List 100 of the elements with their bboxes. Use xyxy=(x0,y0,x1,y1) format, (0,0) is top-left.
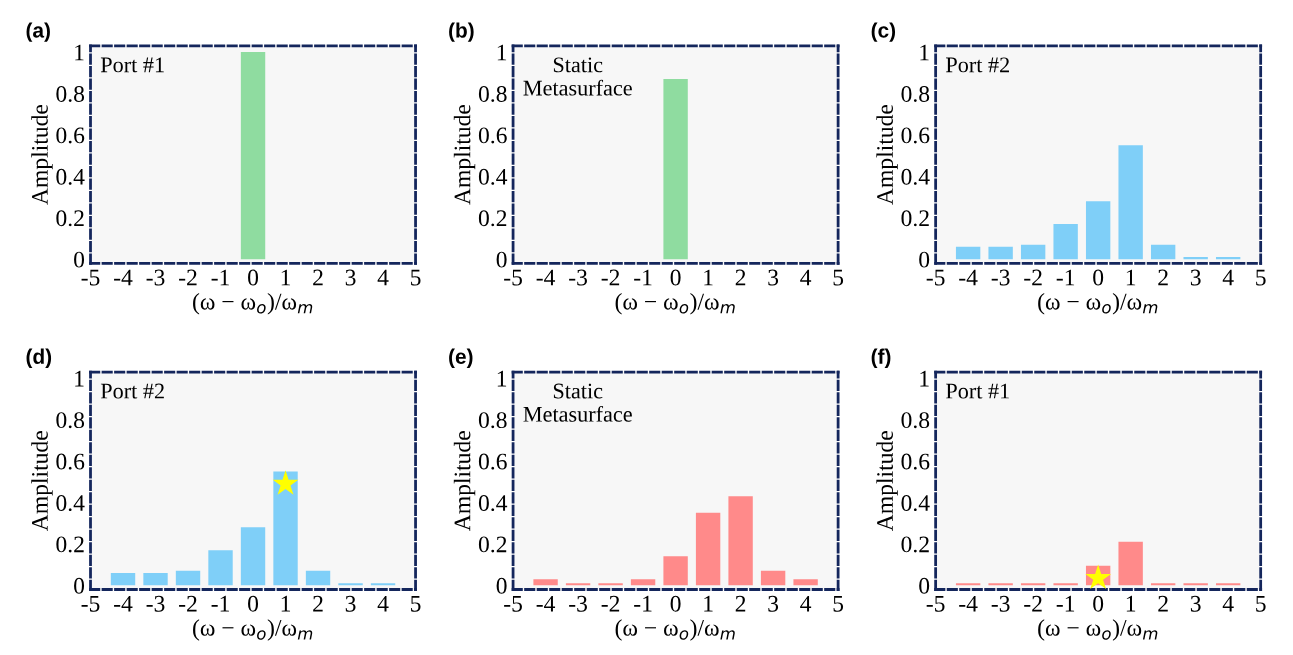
x-tick-label: 2 xyxy=(735,595,746,612)
x-tick-label: -4 xyxy=(959,595,978,612)
x-tick-label: 5 xyxy=(833,595,844,612)
x-tick-label: 2 xyxy=(1158,269,1168,286)
y-tick-label: 1 xyxy=(497,44,507,61)
bar xyxy=(1183,583,1208,586)
y-tick-label: 0.8 xyxy=(901,85,930,103)
x-tick-label: -1 xyxy=(1056,595,1075,612)
bar xyxy=(988,246,1013,260)
x-tick-label: -2 xyxy=(1024,595,1042,612)
y-axis-title: Amplitude xyxy=(31,104,53,205)
x-tick-label: 2 xyxy=(313,269,323,286)
y-tick-label: 0.6 xyxy=(56,127,85,144)
x-tick-label: 5 xyxy=(411,269,421,286)
bar xyxy=(793,579,818,586)
x-tick-label: -3 xyxy=(991,269,1010,286)
y-tick-label: 1 xyxy=(75,44,84,61)
x-tick-label: -4 xyxy=(114,595,133,612)
x-tick-label: -5 xyxy=(504,595,522,612)
annotation: Port #2 xyxy=(100,383,164,399)
chart-title: (b) xyxy=(449,22,474,42)
x-tick-label: 1 xyxy=(1126,595,1136,612)
y-tick-label: 0.2 xyxy=(901,210,929,227)
chart-title: (a) xyxy=(26,22,50,42)
bar xyxy=(598,583,623,586)
bar xyxy=(1020,583,1046,586)
bar xyxy=(1215,583,1241,586)
bar xyxy=(988,583,1013,586)
bar xyxy=(663,556,688,586)
x-tick-label: 2 xyxy=(735,269,746,286)
x-tick-label: -2 xyxy=(1024,269,1042,286)
y-tick-label: 0.8 xyxy=(56,412,85,429)
y-tick-label: 0 xyxy=(919,251,930,268)
bar xyxy=(1020,244,1046,260)
x-tick-label: 1 xyxy=(281,269,291,286)
x-tick-label: 0 xyxy=(248,595,259,612)
x-tick-label: -5 xyxy=(926,269,945,286)
annotation: Static Metasurface xyxy=(523,57,632,96)
y-tick-label: 1 xyxy=(920,44,929,61)
bar xyxy=(533,579,558,586)
y-axis-title: Amplitude xyxy=(31,431,53,532)
x-tick-label: 4 xyxy=(800,269,812,286)
bar xyxy=(1150,583,1176,586)
x-tick-label: 3 xyxy=(1190,269,1201,286)
x-tick-label: -1 xyxy=(634,595,652,612)
x-tick-label: -4 xyxy=(536,595,556,612)
y-tick-label: 1 xyxy=(497,370,507,387)
bar xyxy=(1150,244,1176,260)
y-tick-label: 0.4 xyxy=(901,168,930,185)
y-axis-title: Amplitude xyxy=(453,104,476,205)
annotation: Port #1 xyxy=(100,57,164,73)
annotation: Port #2 xyxy=(946,57,1009,73)
y-tick-label: 0.8 xyxy=(478,412,507,429)
bar xyxy=(955,246,981,260)
x-tick-label: -2 xyxy=(601,595,620,612)
x-tick-label: 4 xyxy=(377,269,389,286)
x-tick-label: -3 xyxy=(991,595,1010,612)
bar xyxy=(1118,145,1143,260)
bar xyxy=(143,572,168,586)
x-tick-label: 0 xyxy=(670,269,681,286)
x-axis-title: (ω − ω$_{o}$)/ω$_{m}$ xyxy=(1038,619,1158,641)
y-tick-label: 0.6 xyxy=(478,127,507,144)
x-axis-title: (ω − ω$_{o}$)/ω$_{m}$ xyxy=(1038,293,1158,315)
x-tick-label: -5 xyxy=(81,269,100,286)
y-tick-label: 0.2 xyxy=(478,536,507,553)
bar xyxy=(240,527,266,586)
y-tick-label: 0 xyxy=(74,577,85,594)
y-tick-label: 0.6 xyxy=(56,453,85,470)
y-tick-label: 0 xyxy=(496,577,507,594)
x-tick-label: -5 xyxy=(81,595,100,612)
x-tick-label: 4 xyxy=(800,595,812,612)
y-axis-title: Amplitude xyxy=(876,431,898,532)
x-tick-label: 3 xyxy=(768,269,779,286)
y-tick-label: 0.2 xyxy=(56,210,84,227)
x-tick-label: 3 xyxy=(1190,595,1201,612)
chart-title: (c) xyxy=(871,22,896,42)
bar xyxy=(565,583,591,586)
y-axis-title: Amplitude xyxy=(876,104,898,205)
y-tick-label: 0 xyxy=(496,251,507,268)
y-tick-label: 1 xyxy=(920,370,929,387)
bar xyxy=(338,583,363,586)
y-axis-title: Amplitude xyxy=(453,431,476,532)
x-tick-label: 2 xyxy=(1158,595,1168,612)
x-tick-label: 4 xyxy=(1222,595,1234,612)
x-tick-label: -3 xyxy=(146,269,165,286)
bar xyxy=(1053,583,1078,586)
x-tick-label: -5 xyxy=(926,595,945,612)
bar xyxy=(208,550,233,586)
annotation: Port #1 xyxy=(946,383,1009,399)
bar xyxy=(1215,257,1241,260)
bar xyxy=(760,570,786,586)
y-tick-label: 0.4 xyxy=(901,495,930,512)
x-tick-label: -3 xyxy=(146,595,165,612)
x-tick-label: -2 xyxy=(179,269,197,286)
bar xyxy=(1118,541,1143,586)
x-tick-label: -3 xyxy=(569,269,587,286)
bar xyxy=(110,572,136,586)
x-tick-label: 1 xyxy=(704,595,713,612)
bar xyxy=(695,512,721,586)
bar xyxy=(1183,257,1208,260)
